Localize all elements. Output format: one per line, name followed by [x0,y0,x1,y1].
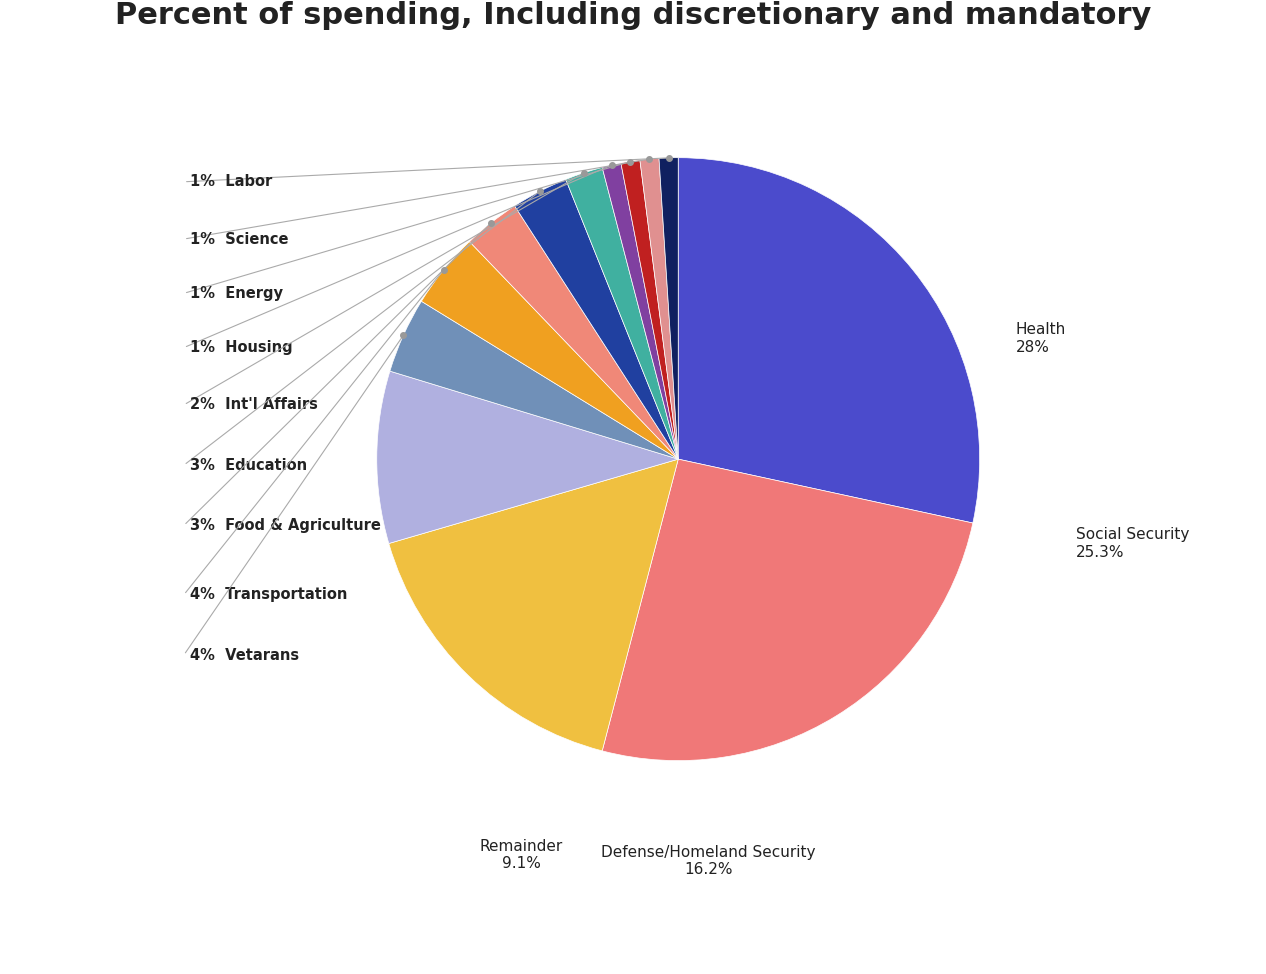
Text: Remainder
9.1%: Remainder 9.1% [480,839,563,872]
Text: 1%  Labor: 1% Labor [190,174,272,189]
Text: Social Security
25.3%: Social Security 25.3% [1076,527,1190,560]
Text: Defense/Homeland Security
16.2%: Defense/Homeland Security 16.2% [601,845,815,878]
Title: Percent of spending, Including discretionary and mandatory: Percent of spending, Including discretio… [115,1,1151,30]
Wedge shape [390,301,679,459]
Wedge shape [377,371,679,543]
Wedge shape [422,242,679,459]
Text: Health
28%: Health 28% [1015,322,1066,355]
Wedge shape [389,459,679,751]
Text: 1%  Housing: 1% Housing [190,340,292,356]
Text: 2%  Int'l Affairs: 2% Int'l Affairs [190,397,318,412]
Wedge shape [603,459,972,761]
Text: 1%  Energy: 1% Energy [190,285,282,301]
Wedge shape [566,168,679,459]
Text: 1%  Science: 1% Science [190,232,289,246]
Text: 4%  Vetarans: 4% Vetarans [190,648,299,662]
Wedge shape [603,164,679,459]
Text: 3%  Food & Agriculture: 3% Food & Agriculture [190,518,381,533]
Wedge shape [620,160,679,459]
Text: 3%  Education: 3% Education [190,458,306,472]
Wedge shape [470,206,679,459]
Wedge shape [679,158,980,523]
Wedge shape [660,158,679,459]
Text: 4%  Transportation: 4% Transportation [190,587,347,602]
Wedge shape [515,179,679,459]
Wedge shape [639,159,679,459]
